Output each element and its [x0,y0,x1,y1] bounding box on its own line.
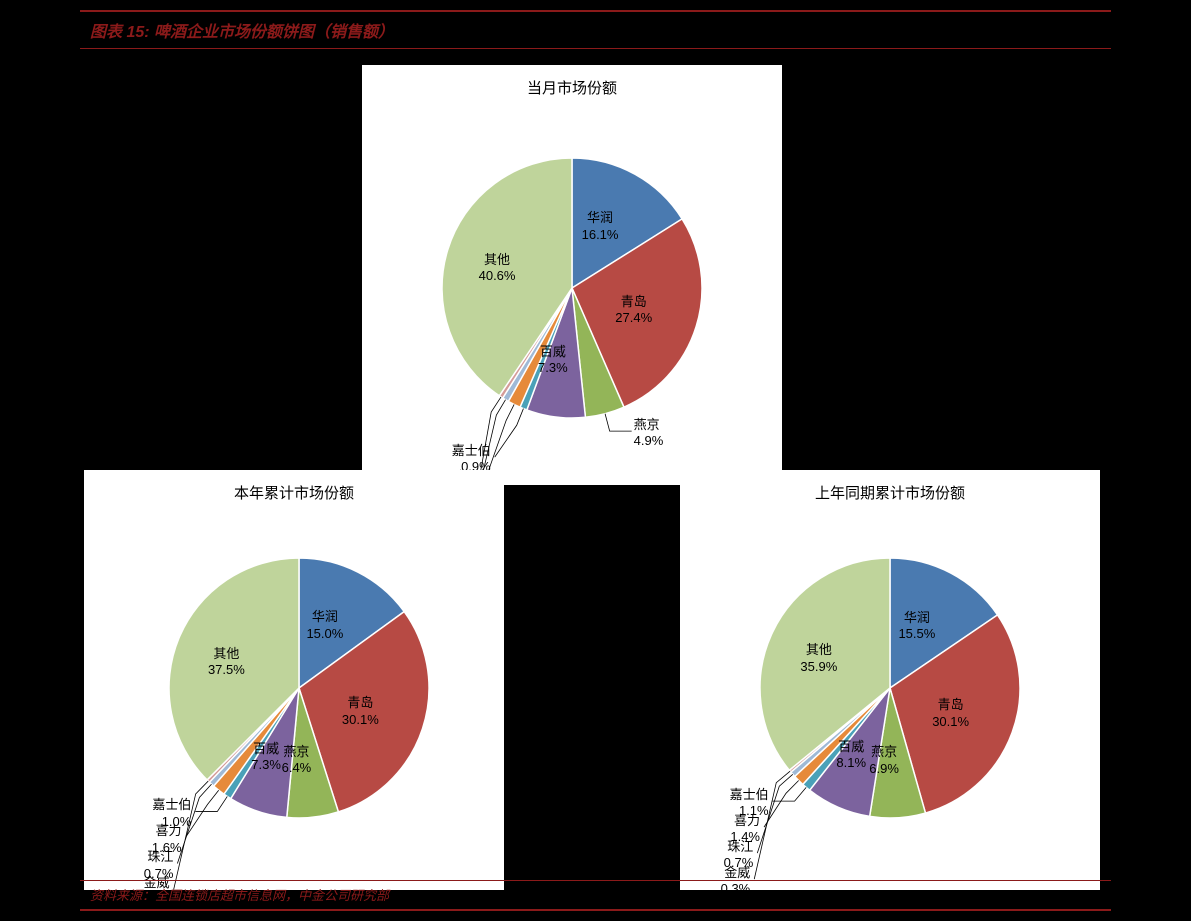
slice-label-baiwei: 百威7.3% [251,741,281,774]
slice-label-huarun: 华润15.5% [898,610,935,643]
leader-yanjing [605,414,632,431]
slice-label-yanjing: 燕京6.9% [869,744,899,777]
figure-title: 图表 15: 啤酒企业市场份额饼图（销售额） [80,24,394,41]
leader-jiashibo [195,796,227,811]
slice-label-yanjing: 燕京6.4% [282,744,312,777]
chart-title: 上年同期累计市场份额 [680,470,1100,507]
figure-footer: 资料来源：全国连锁店超市信息网，中金公司研究部 [80,880,1111,911]
slice-label-yanjing: 燕京4.9% [634,417,664,450]
pie-wrap: 华润15.0%青岛30.1%燕京6.4%百威7.3%嘉士伯1.0%喜力1.6%珠… [84,507,504,893]
slice-label-qita: 其他40.6% [479,252,516,285]
slice-label-qingdao: 青岛27.4% [615,294,652,327]
chart-top: 当月市场份额华润16.1%青岛27.4%燕京4.9%百威7.3%嘉士伯0.9%喜… [362,65,782,485]
slice-label-baiwei: 百威8.1% [836,739,866,772]
chart-left: 本年累计市场份额华润15.0%青岛30.1%燕京6.4%百威7.3%嘉士伯1.0… [84,470,504,890]
pie-wrap: 华润15.5%青岛30.1%燕京6.9%百威8.1%嘉士伯1.1%喜力1.4%珠… [680,507,1100,893]
leader-jiashibo [495,409,524,458]
pie-svg [362,102,782,488]
chart-right: 上年同期累计市场份额华润15.5%青岛30.1%燕京6.9%百威8.1%嘉士伯1… [680,470,1100,890]
slice-label-qita: 其他35.9% [800,642,837,675]
slice-label-huarun: 华润15.0% [306,609,343,642]
slice-label-qingdao: 青岛30.1% [932,697,969,730]
slice-label-qingdao: 青岛30.1% [342,695,379,728]
slice-label-baiwei: 百威7.3% [538,344,568,377]
chart-title: 本年累计市场份额 [84,470,504,507]
chart-title: 当月市场份额 [362,65,782,102]
slice-label-huarun: 华润16.1% [582,210,619,243]
leader-xili [764,780,799,827]
figure-header: 图表 15: 啤酒企业市场份额饼图（销售额） [80,10,1111,49]
slice-label-qita: 其他37.5% [208,646,245,679]
figure-source: 资料来源：全国连锁店超市信息网，中金公司研究部 [80,888,389,903]
pie-wrap: 华润16.1%青岛27.4%燕京4.9%百威7.3%嘉士伯0.9%喜力1.6%珠… [362,102,782,488]
